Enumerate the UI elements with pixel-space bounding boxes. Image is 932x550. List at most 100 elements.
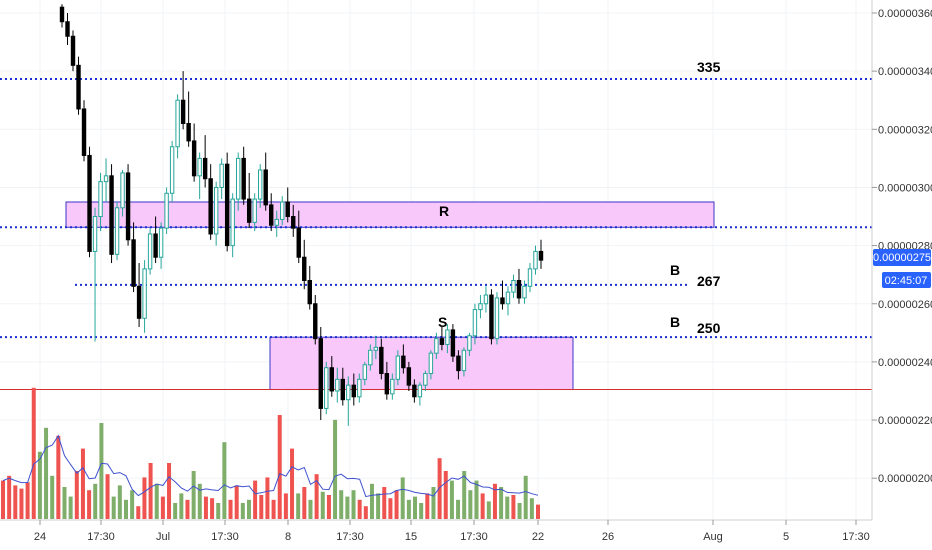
volume-bar (185, 499, 190, 519)
candle (335, 367, 340, 403)
candle-body (180, 99, 186, 124)
volume-bar (1, 480, 5, 519)
candle (384, 361, 390, 400)
candle (136, 263, 142, 328)
time-axis[interactable]: 24 17:30 Jul 17:30 8 17:30 15 17:30 22 26 Aug 5 17:3… (0, 519, 872, 543)
candle (65, 13, 70, 45)
volume-bar (406, 499, 411, 519)
candle (362, 361, 368, 386)
candle (456, 350, 461, 380)
candle (70, 30, 76, 72)
candle (324, 361, 329, 415)
candle (103, 158, 109, 202)
candle-body (197, 157, 202, 177)
volume-bar (13, 485, 18, 519)
candle (142, 260, 147, 333)
candle (428, 350, 434, 380)
volume-bar (203, 496, 208, 519)
volume-bar (492, 483, 497, 519)
level-label-250: 250 (697, 320, 721, 336)
candle (494, 292, 500, 345)
volume-bar (277, 415, 282, 519)
zone-label-s: S (438, 314, 447, 330)
candle-body (59, 6, 65, 23)
candle-body (103, 175, 109, 183)
time-tick-label: 22 (532, 531, 544, 543)
candle (175, 94, 180, 159)
volume-bar (197, 483, 202, 519)
candle (516, 268, 522, 304)
candle (395, 350, 401, 386)
candle-body (153, 233, 158, 258)
price-axis[interactable]: 0.00000360 0.00000340 0.00000320 0.00000300… (871, 0, 932, 520)
countdown-value: 02:45:07 (885, 275, 928, 287)
candle (373, 335, 379, 359)
candle (258, 164, 263, 208)
candle-body (274, 218, 279, 226)
candle (423, 370, 428, 391)
candle (263, 152, 268, 211)
time-tick-label: 17:30 (842, 531, 870, 543)
volume-bar (529, 498, 534, 519)
candle (291, 204, 296, 237)
candle (213, 181, 219, 246)
candle (296, 210, 301, 264)
support-zone[interactable] (269, 336, 574, 391)
level-label-267: 267 (697, 273, 721, 289)
candle-body (384, 373, 390, 395)
price-tick-label: 0.00000200 (878, 473, 932, 485)
resistance-zone[interactable] (65, 201, 715, 228)
candle-body (450, 329, 456, 357)
candle (368, 344, 373, 371)
volume-bar (517, 503, 522, 519)
volume-bar (240, 503, 245, 519)
volume-bar (50, 475, 55, 519)
candle-body (219, 163, 224, 188)
candle-body (263, 169, 268, 206)
candle-body (478, 303, 483, 311)
volume-bar (37, 451, 42, 519)
volume-bar (265, 477, 270, 519)
candle (59, 4, 65, 28)
candle-body (125, 172, 131, 241)
volume-bar (468, 490, 473, 519)
candle (158, 222, 164, 269)
volume-bar (80, 448, 85, 519)
time-tick-label: 17:30 (87, 531, 115, 543)
volume-bar (308, 499, 313, 519)
candle (224, 152, 230, 252)
candle-body (461, 349, 467, 372)
volume-bar (425, 493, 430, 519)
time-tick-label: 5 (783, 531, 789, 543)
candle (235, 152, 241, 211)
candle (318, 327, 323, 421)
candle-body (258, 169, 263, 200)
candle (379, 338, 384, 380)
volume-bar (31, 387, 36, 519)
candle-body (313, 303, 318, 340)
candle (241, 146, 246, 205)
candle-body (235, 157, 241, 200)
time-tick-label: 17:30 (460, 531, 488, 543)
candle (81, 100, 87, 162)
volume-bar (320, 491, 325, 519)
candle (351, 373, 357, 406)
candle (169, 140, 175, 202)
candle (246, 172, 252, 229)
candle (505, 286, 511, 316)
volume-bar (480, 493, 485, 519)
candle-body (164, 192, 169, 229)
volume-bar (499, 487, 504, 519)
levels (0, 78, 872, 391)
candle-body (439, 338, 445, 345)
candle (483, 286, 489, 313)
volume-bar (290, 448, 295, 519)
candle-body (142, 268, 147, 319)
volume-bar (56, 435, 61, 519)
candle-body (379, 346, 384, 375)
volume-bar (216, 503, 221, 519)
candle-body (362, 364, 368, 380)
time-tick-label: 15 (405, 531, 417, 543)
candle (164, 187, 169, 234)
